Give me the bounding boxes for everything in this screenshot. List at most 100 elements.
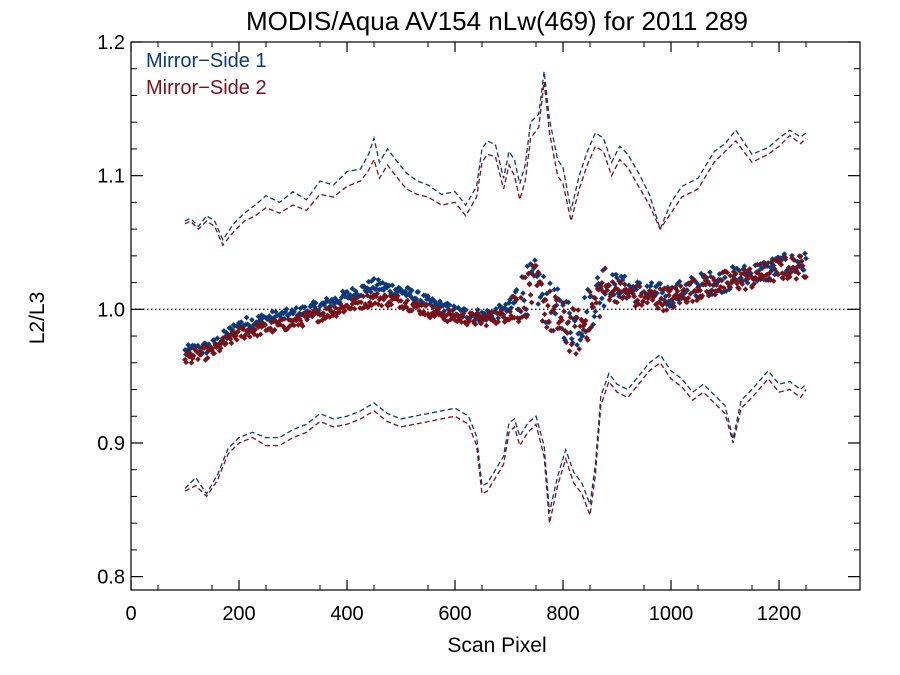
data-point: [594, 274, 601, 281]
series-1: [184, 71, 807, 513]
lower-envelope-line: [184, 353, 807, 513]
x-axis-label: Scan Pixel: [447, 634, 546, 657]
data-point: [803, 274, 809, 280]
data-point: [771, 266, 778, 272]
data-point: [690, 276, 697, 283]
data-point: [547, 288, 553, 295]
data-point: [621, 281, 628, 288]
y-axis-label: L2/L3: [26, 292, 49, 345]
data-point: [195, 356, 201, 363]
data-point: [599, 279, 605, 286]
data-point: [553, 297, 560, 303]
data-point: [770, 278, 777, 284]
data-point: [291, 308, 297, 315]
data-point: [658, 295, 665, 302]
data-point: [633, 286, 640, 293]
data-point: [543, 324, 550, 331]
data-point: [718, 277, 725, 284]
data-point: [778, 261, 785, 268]
data-point: [679, 292, 685, 299]
data-point: [547, 280, 553, 287]
data-point: [232, 332, 239, 339]
data-point: [663, 307, 670, 313]
data-point: [596, 313, 603, 320]
data-point: [403, 304, 410, 310]
x-tick-label: 600: [438, 603, 471, 625]
data-point: [736, 286, 742, 292]
data-point: [532, 257, 538, 264]
data-point: [588, 324, 594, 331]
data-point: [705, 292, 712, 299]
data-point: [782, 254, 789, 261]
data-point: [415, 289, 422, 295]
data-point: [751, 280, 757, 287]
data-point: [676, 300, 683, 306]
data-point: [535, 301, 542, 307]
data-point: [570, 306, 577, 313]
x-tick-label: 1000: [649, 603, 694, 625]
data-point: [797, 253, 804, 260]
data-point: [283, 306, 290, 312]
data-point: [712, 291, 719, 298]
x-tick-label: 0: [125, 603, 136, 625]
data-point: [579, 333, 586, 339]
data-point: [325, 304, 332, 311]
data-point: [641, 288, 647, 295]
y-tick-label: 0.8: [97, 567, 125, 589]
data-point: [754, 261, 761, 268]
data-point: [604, 287, 611, 294]
data-point: [262, 321, 268, 328]
data-point: [429, 303, 436, 310]
plot-frame: [130, 41, 861, 591]
data-point: [545, 302, 551, 309]
data-point: [692, 288, 699, 295]
data-point: [565, 299, 572, 306]
data-point: [528, 299, 535, 306]
legend-entry-mirror-side-1: Mirror−Side 1: [146, 50, 267, 72]
data-point: [460, 310, 467, 317]
data-point: [542, 297, 549, 303]
data-point: [637, 293, 644, 299]
data-point: [223, 340, 229, 347]
upper-envelope-line: [184, 71, 807, 242]
lower-envelope-line: [184, 361, 807, 524]
data-point: [636, 283, 643, 290]
data-point: [587, 289, 593, 295]
data-point: [657, 286, 664, 292]
y-tick-label: 1.1: [97, 166, 125, 188]
data-point: [522, 274, 529, 281]
data-point: [252, 326, 259, 333]
x-tick-label: 400: [330, 603, 363, 625]
data-point: [458, 319, 465, 325]
data-point: [526, 281, 533, 288]
data-point: [676, 278, 683, 285]
data-point: [367, 289, 374, 295]
data-point: [793, 275, 800, 282]
data-point: [615, 286, 621, 293]
data-point: [577, 323, 584, 330]
data-point: [556, 325, 563, 331]
data-point: [388, 301, 395, 308]
data-point: [620, 293, 627, 300]
data-point: [424, 301, 430, 308]
data-point: [582, 317, 589, 324]
data-point: [803, 255, 809, 262]
data-point: [293, 305, 300, 311]
data-point: [198, 351, 205, 358]
data-point: [785, 264, 792, 271]
data-point: [703, 288, 710, 295]
data-point: [228, 340, 235, 346]
data-point: [766, 270, 773, 277]
data-point: [727, 272, 734, 279]
data-point: [581, 294, 588, 301]
data-point: [408, 287, 415, 294]
y-tick-label: 0.9: [97, 433, 125, 455]
data-point: [383, 293, 389, 300]
data-point: [744, 280, 751, 286]
data-point: [739, 281, 746, 287]
data-point: [791, 257, 797, 263]
data-point: [572, 323, 578, 330]
data-point: [559, 317, 565, 324]
data-point: [313, 307, 320, 314]
data-point: [575, 307, 581, 313]
